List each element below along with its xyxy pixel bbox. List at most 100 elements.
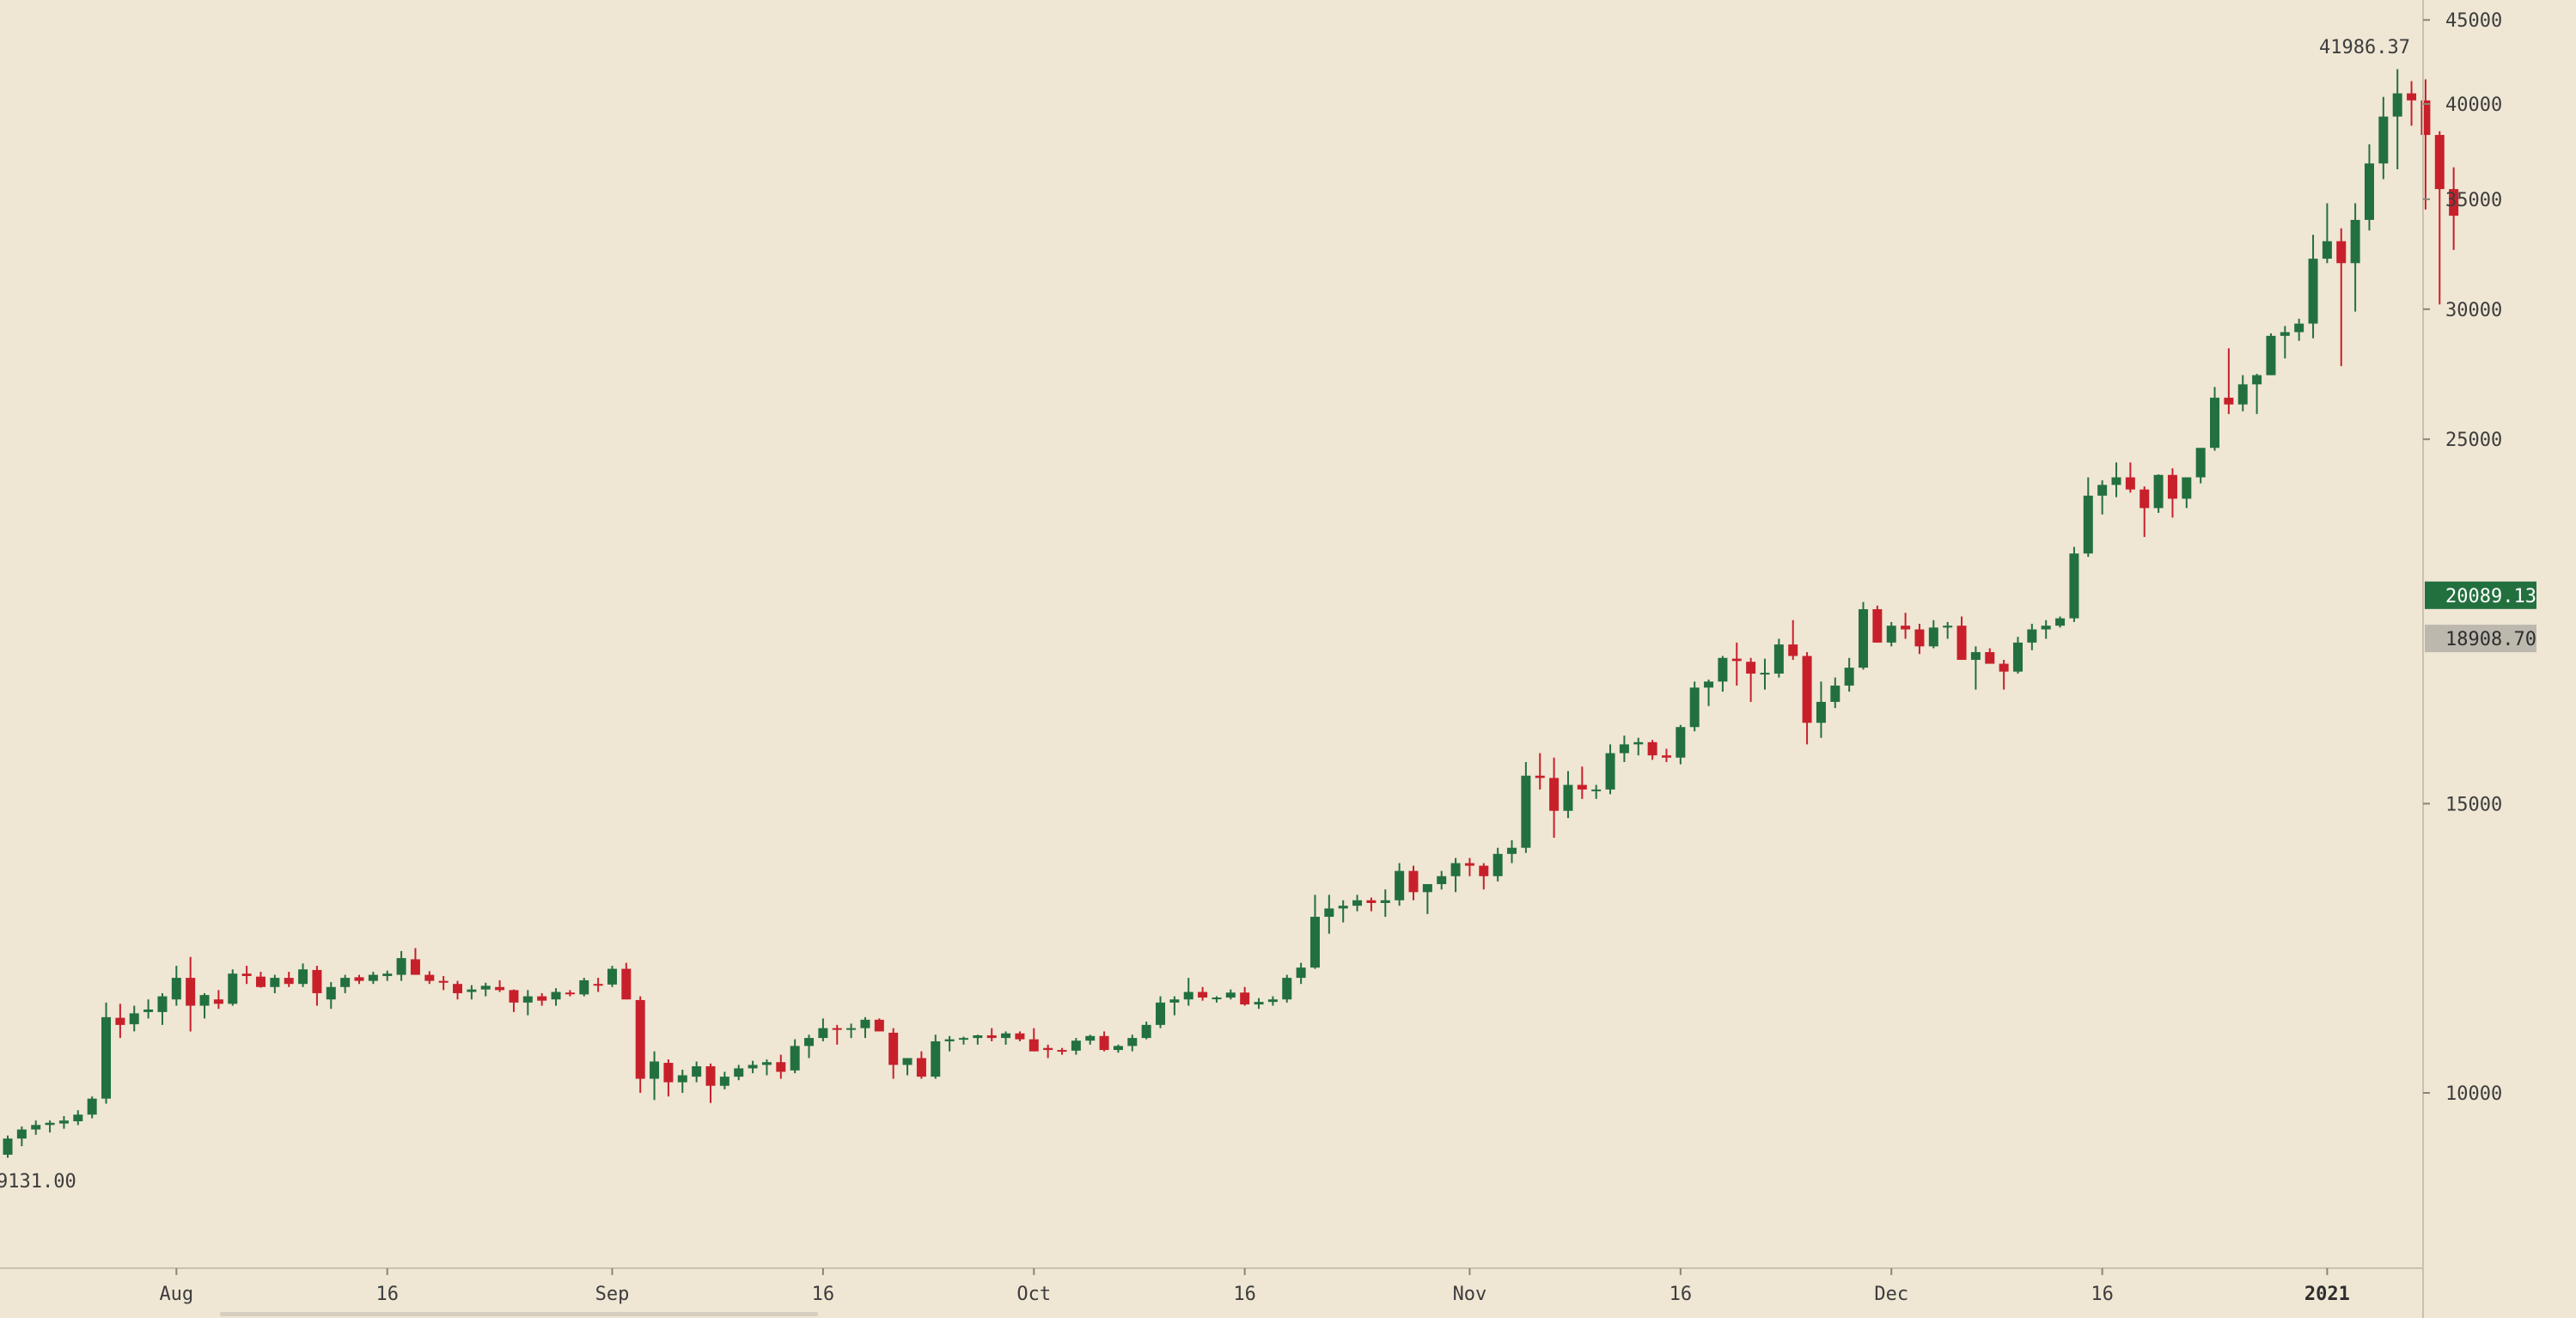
candle [31,1120,41,1135]
candle [565,990,575,997]
low-price-label: 9131.00 [0,1171,76,1193]
candle-body [888,1032,899,1065]
candle [2252,374,2262,414]
candle-body [157,996,168,1012]
candle [621,962,632,1000]
candle [1071,1038,1081,1055]
candle-body [804,1038,815,1046]
candle [1760,658,1770,690]
candle [1676,724,1686,765]
candle [537,992,547,1006]
candle [326,982,336,1010]
candle [522,990,533,1016]
candle-body [2111,477,2121,485]
candle-body [1704,681,1714,688]
candle-body [692,1066,702,1077]
candle-body [565,992,575,995]
candle-body [1240,992,1250,1005]
candle [1773,638,1784,678]
candle [1380,889,1390,918]
candle-body [2322,241,2332,259]
price-axis[interactable]: 10000 15000 25000 30000 35000 40000 45000 [2423,10,2502,1105]
candle-body [2097,485,2108,496]
candle [1746,657,1756,702]
candle [284,972,294,987]
candle [2224,348,2234,414]
candle [1240,986,1250,1006]
candle-body [326,986,336,1000]
candle [1619,735,1629,762]
candle-body [298,969,308,985]
candle [1577,766,1587,799]
candle-body [1085,1035,1096,1041]
candle-body [31,1125,41,1130]
candle-body [1183,992,1193,1000]
candle-body [1156,1002,1166,1025]
candle-body [1479,865,1489,876]
candle [2012,637,2023,674]
candle [1872,605,1883,643]
candle-body [1395,870,1405,900]
candle [593,978,603,992]
price-tick-label: 15000 [2445,794,2502,815]
candle [2350,203,2360,312]
candle [143,999,154,1019]
candle-body [1001,1033,1011,1039]
candle-body [241,973,252,976]
candle-body [2041,625,2051,630]
price-tick-label: 35000 [2445,190,2502,211]
candle-body [1577,784,1587,790]
candle-body [213,999,223,1004]
time-tick-label: 16 [375,1284,399,1305]
candle-body [1450,863,1461,876]
candle [3,1135,13,1158]
candle [1718,656,1728,692]
candle-body [551,992,561,1000]
candle-body [312,969,322,993]
candle [1492,847,1503,882]
candle-body [1099,1035,1109,1051]
current-price-badge: 20089.13 [2425,581,2536,609]
candle-body [1464,863,1474,866]
candle-body [2182,477,2192,499]
candle-body [1802,656,1812,723]
candle [1085,1034,1096,1045]
candle [2125,462,2135,493]
candle [382,970,393,981]
candle [804,1034,815,1059]
candle-body [1773,644,1784,674]
candle [2392,69,2402,170]
candle [1324,894,1334,934]
candle-body [973,1035,983,1039]
candle-body [382,973,393,976]
time-tick-label: Dec [1874,1284,1908,1305]
candle [270,974,280,993]
candle-body [1198,992,1208,998]
candle-body [776,1062,786,1072]
candle-body [1914,629,1925,647]
time-axis[interactable]: Aug 16 Sep 16 Oct 16 Nov 16 Dec 16 2021 [159,1268,2350,1305]
candle [2083,477,2093,558]
candle-body [1324,908,1334,918]
candle-body [2083,495,2093,554]
candle [761,1059,772,1076]
time-scrollbar[interactable] [220,1312,818,1316]
candle [73,1110,83,1126]
candle-body [1886,625,1896,643]
candle-body [228,973,238,1004]
current-price-value: 20089.13 [2445,586,2536,607]
candle-body [1661,755,1671,758]
candle-body [1830,685,1840,702]
candle [888,1028,899,1079]
candle-body [832,1028,842,1030]
candle-body [1043,1047,1053,1051]
candle-body [1760,673,1770,675]
candle [2055,616,2066,628]
candle [734,1065,744,1081]
candle [776,1054,786,1079]
time-tick-label: 16 [2091,1284,2114,1305]
candle [1057,1047,1067,1055]
